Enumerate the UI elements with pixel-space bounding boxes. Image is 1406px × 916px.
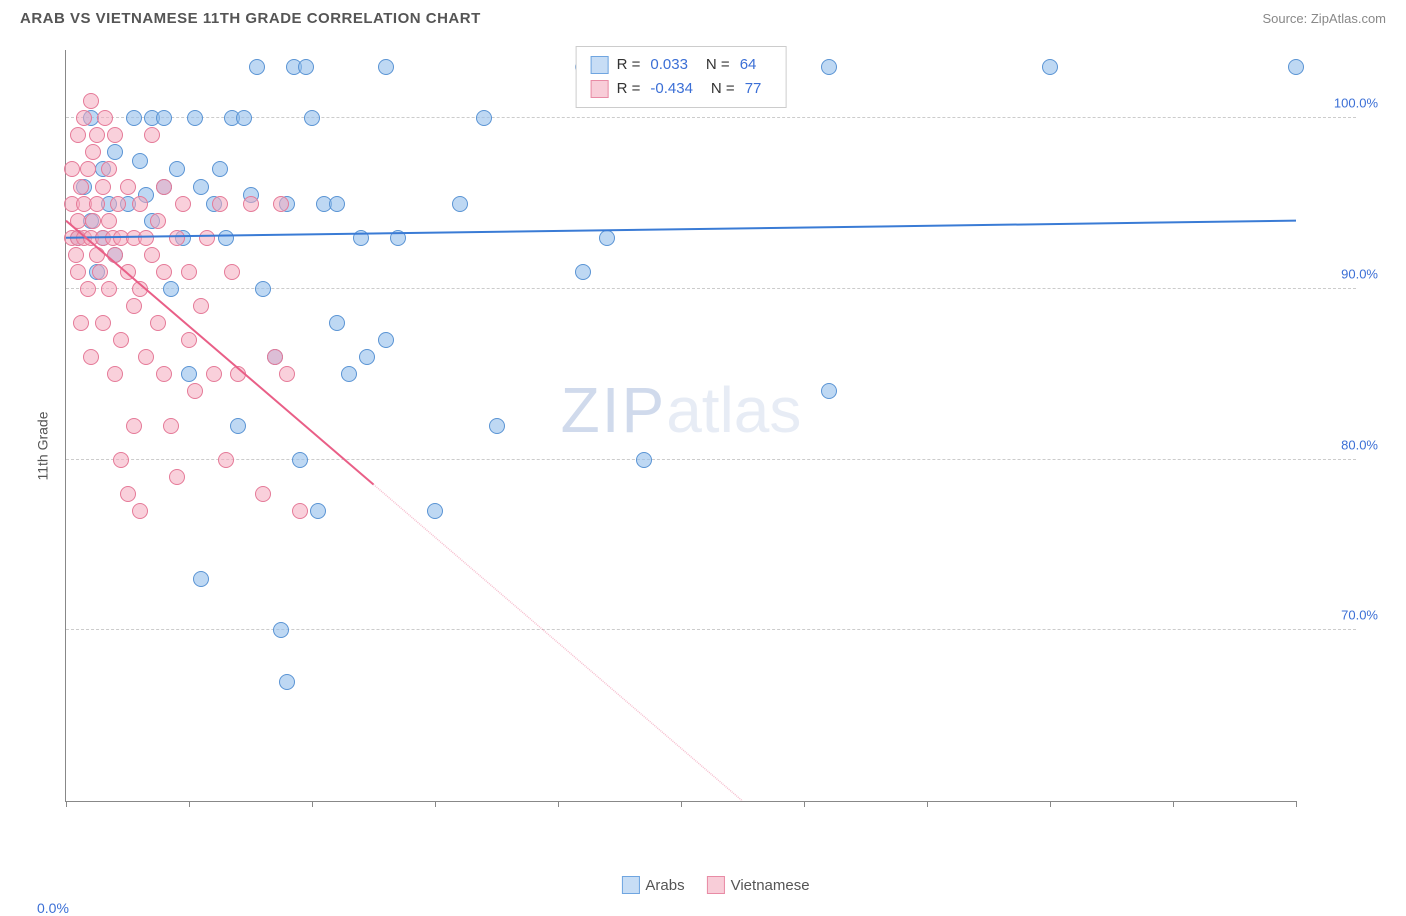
x-tick xyxy=(1050,801,1051,807)
y-tick-label: 70.0% xyxy=(1341,608,1378,623)
x-tick xyxy=(927,801,928,807)
correlation-legend: R =0.033N =64R =-0.434N =77 xyxy=(576,46,787,108)
plot-area: ZIPatlas R =0.033N =64R =-0.434N =77 70.… xyxy=(65,50,1296,802)
x-tick xyxy=(681,801,682,807)
chart-container: ZIPatlas R =0.033N =64R =-0.434N =77 70.… xyxy=(45,40,1386,852)
legend-swatch xyxy=(591,80,609,98)
x-tick xyxy=(435,801,436,807)
chart-title: ARAB VS VIETNAMESE 11TH GRADE CORRELATIO… xyxy=(20,10,481,27)
legend-swatch xyxy=(707,876,725,894)
trend-lines xyxy=(66,50,1296,801)
legend-row: R =-0.434N =77 xyxy=(591,77,772,101)
y-tick-label: 100.0% xyxy=(1334,96,1378,111)
x-tick xyxy=(1296,801,1297,807)
x-min-label: 0.0% xyxy=(37,900,69,916)
series-legend: Arabs Vietnamese xyxy=(621,876,809,894)
legend-item: Vietnamese xyxy=(707,876,810,894)
x-tick xyxy=(66,801,67,807)
y-tick-label: 80.0% xyxy=(1341,437,1378,452)
x-tick xyxy=(558,801,559,807)
x-tick xyxy=(1173,801,1174,807)
y-tick-label: 90.0% xyxy=(1341,266,1378,281)
x-tick xyxy=(312,801,313,807)
source-label: Source: ZipAtlas.com xyxy=(1262,11,1386,26)
legend-item: Arabs xyxy=(621,876,684,894)
x-tick xyxy=(804,801,805,807)
x-tick xyxy=(189,801,190,807)
legend-swatch xyxy=(591,56,609,74)
legend-row: R =0.033N =64 xyxy=(591,53,772,77)
legend-swatch xyxy=(621,876,639,894)
